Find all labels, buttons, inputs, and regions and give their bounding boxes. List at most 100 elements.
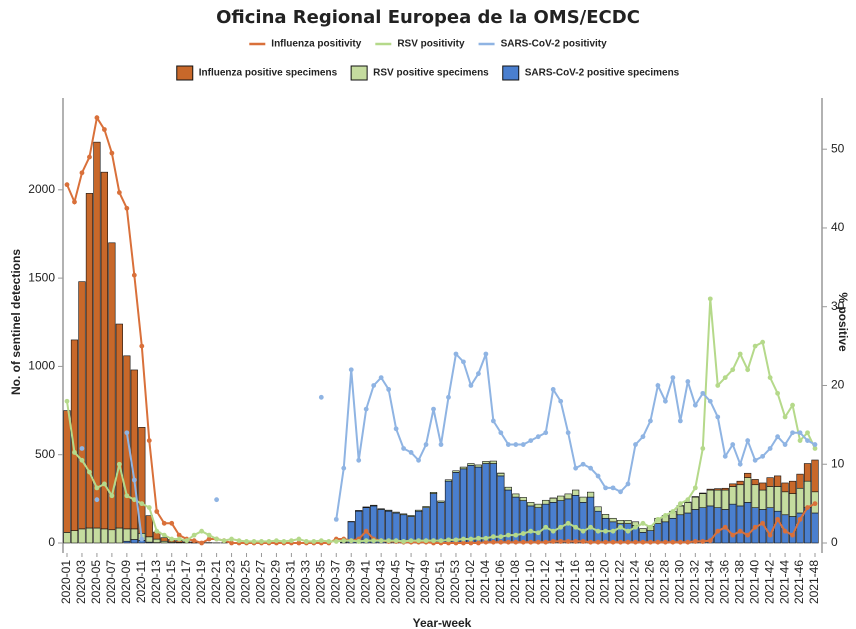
x-tick-label: 2020-47 [403,560,417,604]
bar-segment [437,502,445,544]
line-point [386,538,392,544]
x-tick-label: 2020-23 [224,560,238,604]
line-point [483,539,489,545]
line-point [146,438,152,444]
bar-segment [631,521,640,526]
line-point [790,430,795,436]
line-point [730,532,736,538]
x-tick-label: 2021-38 [732,560,746,604]
bar-segment [542,503,550,544]
line-point [318,538,324,544]
line-point [446,394,451,400]
line-point [498,539,504,545]
line-point [311,539,317,544]
x-tick-label: 2020-35 [313,560,327,604]
line-point [595,528,601,534]
line [66,115,816,545]
x-tick-label: 2021-40 [747,560,761,604]
bar-segment [489,460,497,464]
x-tick-label: 2021-20 [598,560,612,604]
line-point [640,520,646,526]
bar-segment [759,489,767,510]
line-point [797,516,803,522]
bar-segment [549,502,557,544]
line-point [797,438,803,444]
line-point [603,485,608,491]
bar-segment [429,492,438,494]
bar-segment [594,506,602,512]
x-tick-label: 2021-46 [792,560,806,604]
bar-segment [444,480,453,544]
y-tick-label: 1500 [28,270,55,284]
x-tick-label: 2020-49 [418,560,432,604]
x-tick-label: 2020-41 [358,560,372,604]
bar-segment [108,242,116,531]
x-tick-label: 2021-44 [777,560,791,604]
bar-segment [691,496,699,510]
line-point [341,538,347,544]
bar-segment [377,508,385,510]
line-point [692,485,698,491]
bar-segment [557,500,565,544]
line-point [341,465,347,471]
line-point [206,532,212,538]
bar-segment [422,506,430,508]
x-tick-label: 2021-26 [643,560,657,604]
line-point [722,375,728,381]
line-point [543,524,549,530]
bar-segment [557,495,565,501]
bar-segment [579,496,587,503]
line-point [498,534,504,540]
line-point [633,524,638,530]
bar-segment [699,493,707,508]
bar-segment [721,487,729,491]
line-point [535,530,541,536]
y2-tick-label: 0 [831,535,838,549]
line-point [812,501,818,507]
bar-segment [123,355,131,530]
line-point [94,485,100,491]
bar-segment [130,369,138,530]
line-point [565,520,571,526]
line-point [580,528,586,534]
x-tick-label: 2021-30 [673,560,687,604]
line-point [490,418,496,424]
line-point [259,539,264,544]
bar-segment [467,465,475,544]
x-tick-label: 2020-31 [284,560,298,604]
line-point [648,524,653,530]
line-point [131,497,137,503]
line-point [416,538,421,544]
line-point [663,539,668,545]
line-point [72,199,77,205]
line-point [169,536,175,542]
bar-segment [736,484,744,507]
line-point [625,528,631,534]
line-point [296,536,302,542]
line-point [348,538,354,544]
bar-segment [669,517,677,544]
line-point [715,414,721,420]
y2-axis-title: % positive [836,292,850,352]
line-point [281,539,287,544]
bar-segment [676,514,684,544]
line-point [378,375,384,381]
line-point [775,516,780,522]
bar-segment [751,484,759,508]
bar-segment [706,488,714,491]
bar-segment [572,495,580,544]
line-point [797,430,803,436]
bar-segment [85,527,94,544]
line-point [677,418,683,424]
line-point [610,485,616,491]
bar-segment [699,507,707,544]
line-point [438,538,444,544]
bar-segment [714,488,722,491]
line-point [588,539,593,545]
line-point [640,539,646,545]
x-tick-label: 2020-45 [388,560,402,604]
line-point [476,540,481,546]
line-point [700,446,706,451]
line-point [191,532,197,538]
